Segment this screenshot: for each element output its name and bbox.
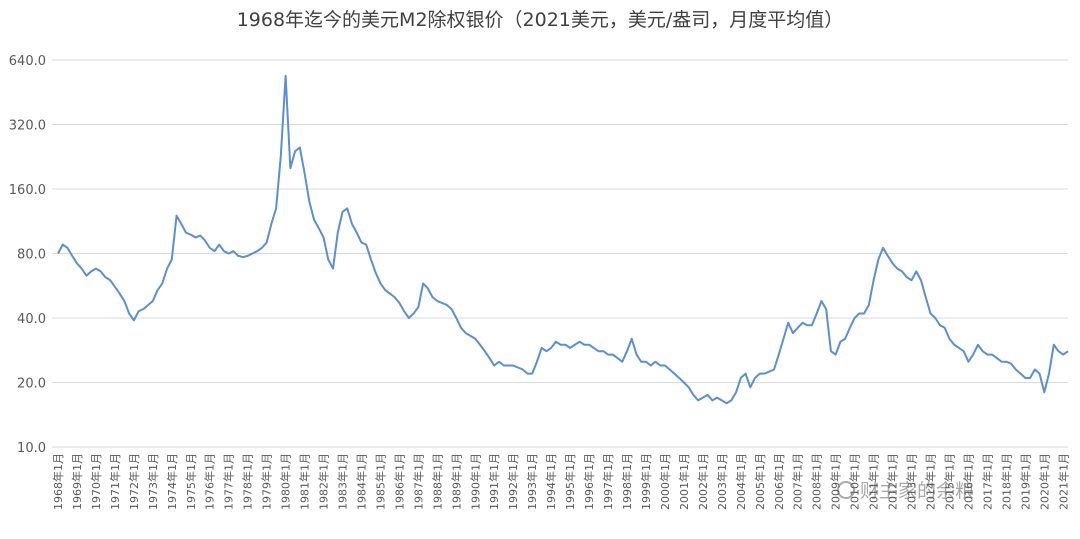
y-tick-label: 10.0 [17, 441, 46, 456]
y-tick-label: 80.0 [17, 248, 46, 263]
x-tick-label: 1989年1月 [449, 453, 463, 510]
x-tick-label: 1971年1月 [108, 453, 122, 510]
x-tick-label: 1987年1月 [411, 453, 425, 510]
x-tick-label: 2008年1月 [810, 453, 824, 510]
x-tick-label: 1985年1月 [373, 453, 387, 510]
x-tick-label: 1982年1月 [317, 453, 331, 510]
y-tick-label: 20.0 [17, 377, 46, 392]
x-tick-label: 2002年1月 [696, 453, 710, 510]
x-tick-label: 2011年1月 [867, 453, 881, 510]
x-tick-label: 2000年1月 [658, 453, 672, 510]
x-tick-label: 1986年1月 [392, 453, 406, 510]
x-tick-label: 1981年1月 [298, 453, 312, 510]
x-tick-label: 1995年1月 [563, 453, 577, 510]
x-tick-label: 2001年1月 [677, 453, 691, 510]
x-tick-label: 1992年1月 [506, 453, 520, 510]
x-tick-label: 2013年1月 [905, 453, 919, 510]
x-tick-label: 1978年1月 [241, 453, 255, 510]
x-tick-label: 1974年1月 [165, 453, 179, 510]
x-tick-label: 1984年1月 [354, 453, 368, 510]
x-tick-label: 1972年1月 [127, 453, 141, 510]
watermark: 财主家的余粮 [837, 480, 974, 502]
x-tick-label: 1980年1月 [279, 453, 293, 510]
x-tick-label: 1997年1月 [601, 453, 615, 510]
x-tick-label: 1970年1月 [89, 453, 103, 510]
x-tick-label: 2009年1月 [829, 453, 843, 510]
x-tick-label: 1994年1月 [544, 453, 558, 510]
x-tick-label: 1983年1月 [336, 453, 350, 510]
x-tick-label: 2015年1月 [942, 453, 956, 510]
x-tick-label: 2003年1月 [715, 453, 729, 510]
x-tick-label: 1977年1月 [222, 453, 236, 510]
x-tick-label: 2017年1月 [980, 453, 994, 510]
x-tick-label: 2007年1月 [791, 453, 805, 510]
y-tick-label: 160.0 [9, 183, 46, 198]
x-tick-label: 1999年1月 [639, 453, 653, 510]
x-tick-label: 2019年1月 [1018, 453, 1032, 510]
chart-title: 1968年迄今的美元M2除权银价（2021美元，美元/盎司，月度平均值） [237, 9, 844, 31]
x-tick-label: 1969年1月 [70, 453, 84, 510]
x-tick-label: 2005年1月 [753, 453, 767, 510]
watermark-icon [837, 481, 855, 499]
x-tick-label: 2006年1月 [772, 453, 786, 510]
x-tick-label: 1968年1月 [51, 453, 65, 510]
x-tick-label: 2020年1月 [1037, 453, 1051, 510]
x-tick-label: 1976年1月 [203, 453, 217, 510]
y-tick-label: 640.0 [9, 54, 46, 69]
x-tick-label: 1988年1月 [430, 453, 444, 510]
x-tick-label: 1979年1月 [260, 453, 274, 510]
x-tick-label: 1975年1月 [184, 453, 198, 510]
y-tick-label: 40.0 [17, 312, 46, 327]
x-tick-label: 2004年1月 [734, 453, 748, 510]
x-tick-label: 1993年1月 [525, 453, 539, 510]
x-tick-label: 1973年1月 [146, 453, 160, 510]
x-tick-label: 2012年1月 [886, 453, 900, 510]
x-tick-label: 2021年1月 [1056, 453, 1070, 510]
y-tick-label: 320.0 [9, 119, 46, 134]
x-tick-label: 1991年1月 [487, 453, 501, 510]
x-tick-label: 2018年1月 [999, 453, 1013, 510]
x-tick-label: 2016年1月 [961, 453, 975, 510]
x-tick-label: 1990年1月 [468, 453, 482, 510]
x-tick-label: 2014年1月 [923, 453, 937, 510]
x-tick-label: 1996年1月 [582, 453, 596, 510]
x-tick-label: 2010年1月 [848, 453, 862, 510]
line [57, 74, 1069, 405]
watermark-text: 财主家的余粮 [860, 480, 974, 502]
x-tick-label: 1998年1月 [620, 453, 634, 510]
